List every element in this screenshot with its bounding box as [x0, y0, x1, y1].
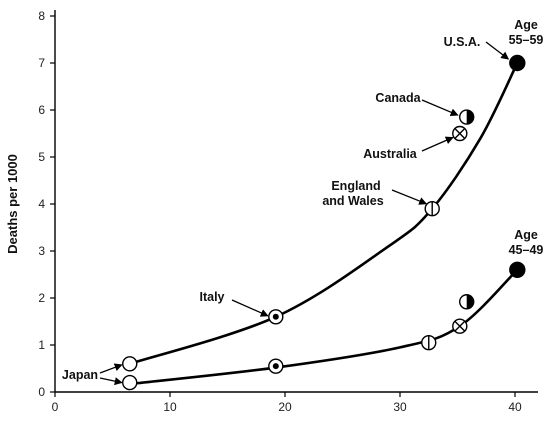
marker-body [509, 54, 526, 72]
arrow-england [391, 189, 428, 205]
y-tick-label: 7 [38, 56, 45, 70]
x-tick-label: 0 [52, 400, 59, 414]
data-point-u-s-a-age-45-49 [509, 261, 526, 278]
data-point-england-and-wales-age-55-59 [424, 200, 440, 217]
marker-dot [272, 363, 279, 370]
annotation-canada: Canada [375, 91, 421, 105]
arrow-canada [421, 99, 459, 117]
y-tick-label: 3 [38, 244, 45, 258]
series-label: 45–49 [509, 243, 544, 257]
annotation-england: England [331, 179, 380, 193]
data-point-australia-age-45-49 [452, 318, 468, 334]
series-label: Age [514, 18, 538, 32]
data-point-italy-age-55-59 [268, 309, 284, 325]
marker-body [122, 356, 138, 372]
data-point-canada-age-45-49 [459, 294, 475, 310]
marker-cross-b [454, 320, 466, 332]
y-tick-label: 8 [38, 9, 45, 23]
y-tick-label: 2 [38, 291, 45, 305]
arrow-italy [231, 299, 269, 317]
data-point-italy-age-45-49 [268, 358, 284, 374]
annotation-japan: Japan [62, 368, 98, 382]
x-tick-label: 10 [163, 400, 177, 414]
annotation-england: and Wales [322, 194, 383, 208]
x-tick-label: 40 [508, 400, 522, 414]
x-tick-label: 30 [393, 400, 407, 414]
annotation-italy: Italy [199, 290, 224, 304]
y-tick-label: 4 [38, 197, 45, 211]
marker-half [466, 110, 474, 125]
series-label: Age [514, 228, 538, 242]
y-tick-label: 0 [38, 385, 45, 399]
arrow-australia [421, 136, 454, 152]
data-point-canada-age-55-59 [459, 109, 475, 125]
y-tick-label: 6 [38, 103, 45, 117]
data-point-japan-age-55-59 [122, 356, 138, 372]
data-point-england-and-wales-age-45-49 [421, 334, 437, 351]
arrow-usa [485, 41, 510, 60]
marker-cross-b [454, 128, 466, 139]
marker-body [509, 261, 526, 278]
y-tick-label: 5 [38, 150, 45, 164]
x-tick-label: 20 [278, 400, 292, 414]
annotation-usa: U.S.A. [444, 35, 481, 49]
data-point-u-s-a-age-55-59 [509, 54, 526, 72]
marker-body [122, 374, 138, 391]
annotation-australia: Australia [363, 147, 418, 161]
series-curve-age-45-49 [129, 268, 519, 386]
y-axis-label: Deaths per 1000 [5, 154, 20, 254]
marker-half [466, 294, 474, 309]
data-point-australia-age-55-59 [452, 125, 468, 142]
arrow-japan-lower [99, 377, 123, 386]
marker-dot [272, 313, 279, 320]
data-point-japan-age-45-49 [122, 374, 138, 391]
arrow-japan-upper [99, 363, 123, 374]
y-tick-label: 1 [38, 338, 45, 352]
series-label: 55–59 [509, 33, 544, 47]
series-curve-age-55-59 [129, 62, 519, 366]
